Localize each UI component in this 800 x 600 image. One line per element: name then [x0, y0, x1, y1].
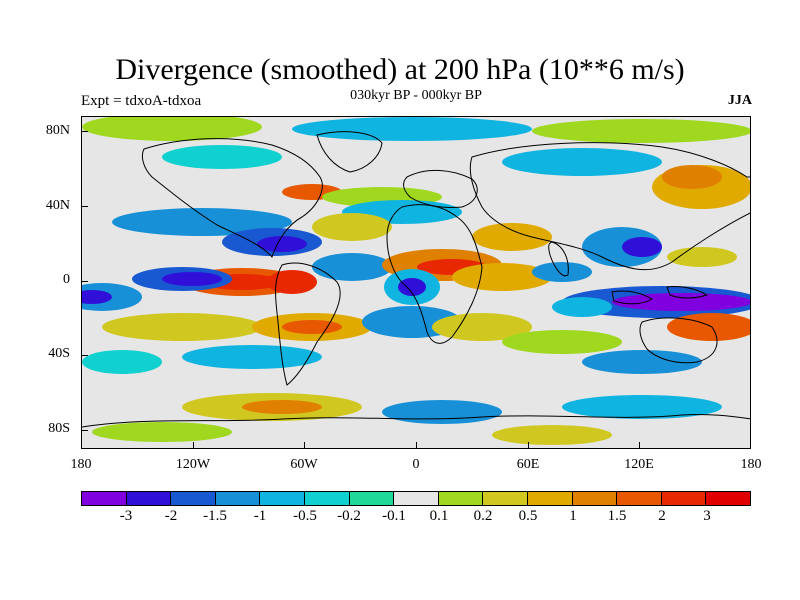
divergence-field: [82, 117, 750, 445]
divergence-map: [82, 117, 750, 448]
colorbar-label: 3: [703, 508, 711, 524]
colorbar-swatch: [527, 492, 573, 505]
colorbar-label: 0.5: [518, 508, 538, 524]
lat-tick: [81, 131, 88, 132]
lat-tick: [81, 355, 88, 356]
lon-tick: [304, 442, 305, 449]
colorbar-label: 1: [569, 508, 577, 524]
colorbar-swatch: [126, 492, 172, 505]
colorbar-swatch: [438, 492, 484, 505]
colorbar-swatch: [260, 492, 305, 505]
lon-label-60e: 60E: [516, 457, 540, 472]
lat-tick: [81, 281, 88, 282]
lon-tick: [416, 442, 417, 449]
plot-title: Divergence (smoothed) at 200 hPa (10**6 …: [115, 53, 685, 86]
lon-label-180w: 180: [70, 457, 92, 472]
map-panel: [81, 116, 751, 449]
lat-label-0: 0: [63, 272, 70, 287]
lon-tick: [528, 442, 529, 449]
lon-label-120e: 120E: [624, 457, 654, 472]
colorbar-label: -1: [253, 508, 267, 524]
colorbar-swatch: [82, 492, 127, 505]
lon-label-180e: 180: [740, 457, 762, 472]
colorbar-label: -3: [119, 508, 133, 524]
colorbar-swatch: [483, 492, 528, 505]
colorbar-swatch: [661, 492, 707, 505]
colorbar-label: -1.5: [203, 508, 227, 524]
colorbar-swatch: [394, 492, 439, 505]
lat-label-80s: 80S: [48, 421, 70, 436]
colorbar-label: -0.2: [337, 508, 361, 524]
colorbar-label: -2: [164, 508, 178, 524]
coastlines: [82, 131, 750, 428]
season-label: JJA: [727, 93, 752, 108]
lat-label-40s: 40S: [48, 346, 70, 361]
lon-tick: [639, 442, 640, 449]
colorbar-swatch: [215, 492, 261, 505]
period-label: 030kyr BP - 000kyr BP: [350, 88, 482, 103]
colorbar-label: -0.1: [382, 508, 406, 524]
lon-label-120w: 120W: [175, 457, 211, 472]
colorbar-label: 0.2: [473, 508, 493, 524]
lat-tick: [81, 206, 88, 207]
lat-label-40n: 40N: [45, 198, 70, 213]
lon-label-60w: 60W: [290, 457, 318, 472]
lon-tick: [193, 442, 194, 449]
colorbar-swatch: [349, 492, 395, 505]
colorbar-label: 1.5: [607, 508, 627, 524]
colorbar-swatch: [304, 492, 350, 505]
colorbar-swatch: [706, 492, 750, 505]
colorbar-label: 2: [658, 508, 666, 524]
colorbar-label: 0.1: [429, 508, 449, 524]
lon-label-0: 0: [412, 457, 420, 472]
lat-label-80n: 80N: [45, 123, 70, 138]
colorbar-label: -0.5: [293, 508, 317, 524]
colorbar: [81, 491, 751, 506]
colorbar-swatch: [171, 492, 216, 505]
experiment-label: Expt = tdxoA-tdxoa: [81, 93, 202, 109]
lat-tick: [81, 430, 88, 431]
colorbar-swatch: [617, 492, 662, 505]
colorbar-swatch: [572, 492, 618, 505]
